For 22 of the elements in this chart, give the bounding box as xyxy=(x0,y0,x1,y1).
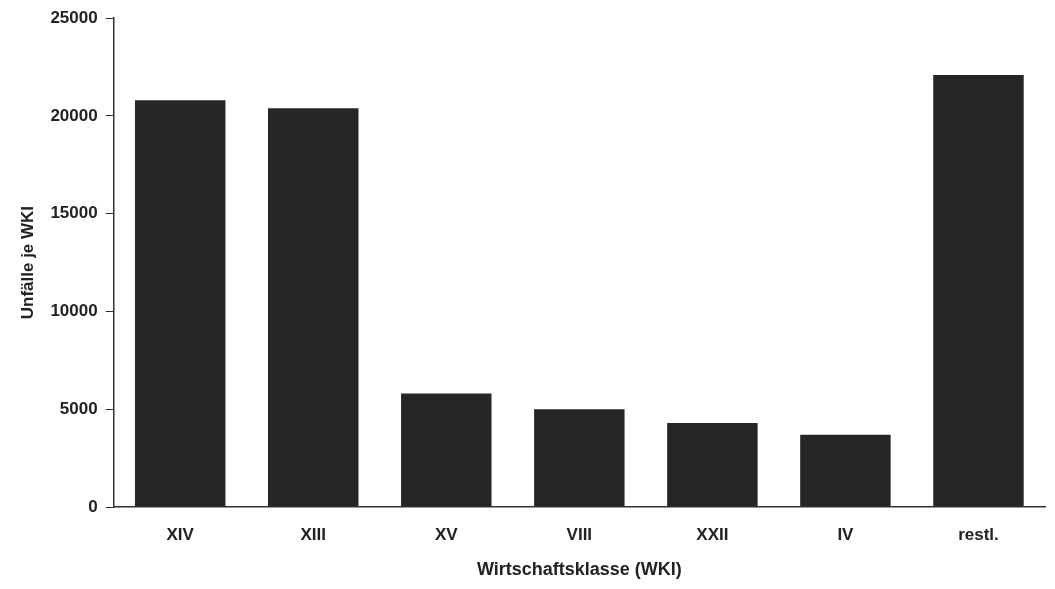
bar xyxy=(268,108,359,507)
y-axis-title: Unfälle je WKI xyxy=(17,205,37,320)
x-tick-label: XXII xyxy=(696,524,729,544)
x-tick-label: VIII xyxy=(566,524,593,544)
bar xyxy=(134,100,226,507)
x-axis-title: Wirtschaftsklasse (WKI) xyxy=(476,559,682,580)
bar xyxy=(401,393,492,507)
bar xyxy=(534,409,625,507)
x-tick-label: XV xyxy=(434,524,459,544)
x-tick-label: IV xyxy=(837,524,855,544)
y-tick-label: 5000 xyxy=(59,398,98,418)
x-tick-label: restl. xyxy=(958,524,999,544)
y-tick-label: 15000 xyxy=(50,203,98,223)
x-tick-label: XIV xyxy=(166,524,195,544)
bar xyxy=(667,422,758,507)
bar xyxy=(933,74,1024,507)
y-tick-label: 25000 xyxy=(50,7,98,27)
y-tick-label: 0 xyxy=(88,496,98,516)
y-tick-label: 20000 xyxy=(50,105,98,125)
x-tick-label: XIII xyxy=(300,524,326,544)
bar xyxy=(800,434,891,507)
y-tick-label: 10000 xyxy=(50,301,98,321)
